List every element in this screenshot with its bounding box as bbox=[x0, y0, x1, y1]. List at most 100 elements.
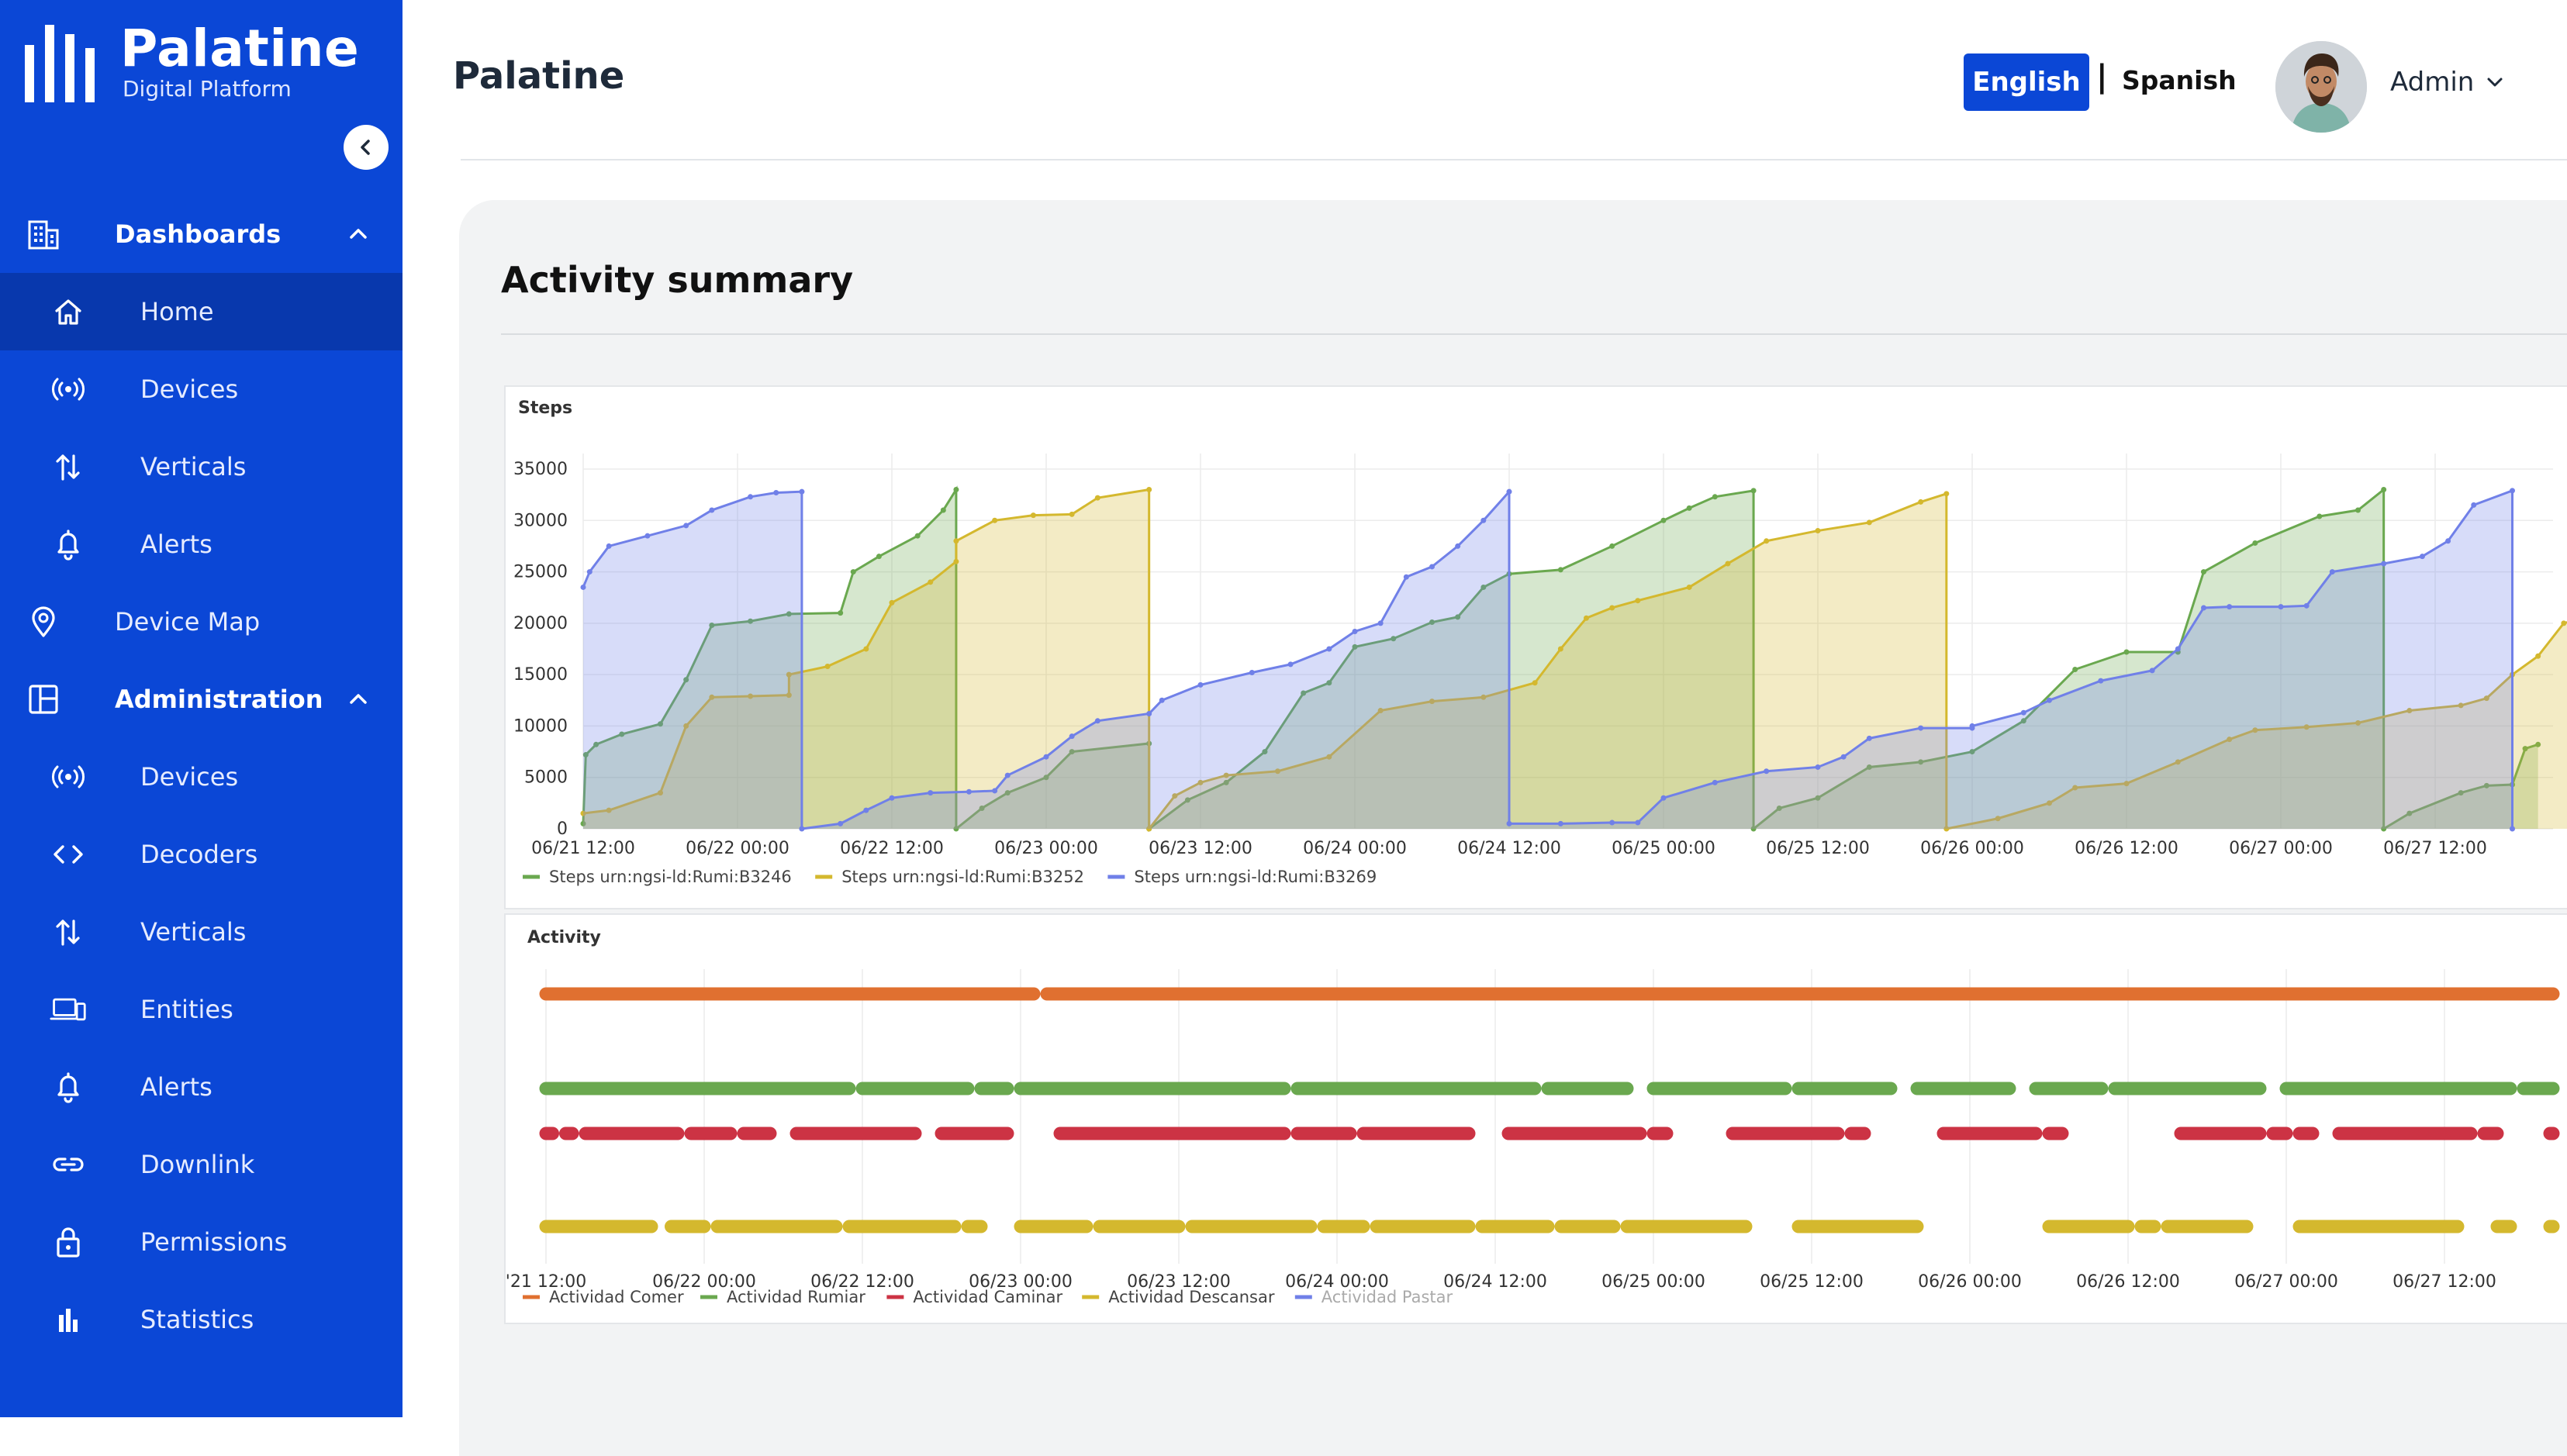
data-point bbox=[1969, 723, 1975, 729]
data-point bbox=[1391, 636, 1397, 642]
data-point bbox=[1094, 718, 1100, 724]
sidebar-item-label: Entities bbox=[140, 995, 233, 1024]
data-point bbox=[786, 611, 792, 617]
sidebar-item-decoders[interactable]: Decoders bbox=[0, 816, 402, 893]
broadcast-icon bbox=[50, 371, 87, 408]
data-point bbox=[580, 584, 586, 590]
sidebar-item-admin-verticals[interactable]: Verticals bbox=[0, 893, 402, 971]
data-point bbox=[1429, 564, 1435, 570]
data-point bbox=[1146, 826, 1152, 832]
nav-section-dashboards[interactable]: Dashboards bbox=[0, 195, 402, 273]
sidebar-item-device-map[interactable]: Device Map bbox=[0, 583, 402, 661]
bell-icon bbox=[50, 526, 87, 563]
x-tick-label: 06/25 00:00 bbox=[1601, 1272, 1705, 1292]
sidebar-item-devices[interactable]: Devices bbox=[0, 350, 402, 428]
data-point bbox=[1866, 764, 1872, 770]
data-point bbox=[1725, 561, 1731, 567]
arrows-updown-icon bbox=[50, 448, 87, 485]
x-tick-label: 06/22 00:00 bbox=[686, 839, 789, 858]
data-point bbox=[2419, 554, 2425, 560]
data-point bbox=[1480, 517, 1487, 523]
nav-section-label: Administration bbox=[115, 685, 323, 714]
data-point bbox=[2123, 649, 2130, 655]
data-point bbox=[2406, 810, 2413, 816]
data-point bbox=[1750, 826, 1757, 832]
data-point bbox=[709, 623, 715, 629]
data-point bbox=[1815, 528, 1821, 534]
sidebar-item-home[interactable]: Home bbox=[0, 273, 402, 350]
data-point bbox=[1262, 749, 1268, 755]
sidebar-item-label: Downlink bbox=[140, 1150, 255, 1179]
language-english-button[interactable]: English bbox=[1964, 53, 2089, 111]
data-point bbox=[2123, 781, 2130, 787]
sidebar-collapse-button[interactable] bbox=[344, 125, 389, 170]
data-point bbox=[1635, 819, 1641, 826]
data-point bbox=[1995, 816, 2001, 822]
data-point bbox=[2381, 487, 2387, 493]
data-point bbox=[953, 558, 959, 564]
data-point bbox=[1750, 488, 1757, 494]
data-point bbox=[863, 807, 869, 813]
sidebar-item-admin-alerts[interactable]: Alerts bbox=[0, 1048, 402, 1126]
nav-section-administration[interactable]: Administration bbox=[0, 661, 402, 738]
data-point bbox=[1184, 797, 1190, 803]
data-point bbox=[748, 494, 754, 500]
data-point bbox=[1197, 681, 1204, 688]
sidebar-item-downlink[interactable]: Downlink bbox=[0, 1126, 402, 1203]
sidebar-item-alerts[interactable]: Alerts bbox=[0, 505, 402, 583]
data-point bbox=[2047, 800, 2052, 806]
code-icon bbox=[50, 836, 87, 873]
avatar[interactable] bbox=[2275, 41, 2367, 133]
sidebar-item-admin-devices[interactable]: Devices bbox=[0, 738, 402, 816]
data-point bbox=[1557, 820, 1563, 826]
sidebar-item-statistics[interactable]: Statistics bbox=[0, 1281, 402, 1358]
data-point bbox=[2201, 569, 2206, 575]
broadcast-icon bbox=[50, 758, 87, 795]
data-point bbox=[1326, 680, 1332, 686]
sidebar-item-label: Statistics bbox=[140, 1305, 254, 1334]
data-point bbox=[786, 671, 792, 678]
sidebar-item-label: Permissions bbox=[140, 1227, 288, 1257]
data-point bbox=[2149, 668, 2155, 674]
data-point bbox=[2278, 604, 2284, 610]
data-point bbox=[1455, 543, 1461, 549]
y-tick-label: 20000 bbox=[513, 614, 568, 633]
data-point bbox=[580, 810, 586, 816]
data-point bbox=[2047, 697, 2052, 703]
data-point bbox=[606, 807, 612, 813]
data-point bbox=[786, 692, 792, 699]
palatine-logo-icon bbox=[25, 25, 95, 102]
data-point bbox=[850, 569, 856, 575]
sidebar-item-verticals[interactable]: Verticals bbox=[0, 428, 402, 505]
sidebar-item-label: Verticals bbox=[140, 452, 247, 481]
x-tick-label: 06/25 12:00 bbox=[1766, 839, 1870, 858]
data-point bbox=[876, 554, 882, 560]
sidebar-item-entities[interactable]: Entities bbox=[0, 971, 402, 1048]
user-menu[interactable]: Admin bbox=[2390, 67, 2505, 98]
grid bbox=[582, 454, 2553, 830]
legend-label: Actividad Descansar bbox=[1108, 1288, 1275, 1306]
map-pin-icon bbox=[25, 603, 62, 640]
x-tick-label: 06/26 12:00 bbox=[2076, 1272, 2180, 1292]
data-point bbox=[1660, 795, 1667, 801]
x-tick-label: 06/27 00:00 bbox=[2234, 1272, 2338, 1292]
data-point bbox=[1146, 711, 1152, 717]
data-point bbox=[2072, 785, 2078, 791]
data-point bbox=[992, 788, 998, 794]
section-divider bbox=[501, 333, 2567, 335]
data-point bbox=[2522, 746, 2528, 752]
x-tick-label: 06/27 12:00 bbox=[2393, 1272, 2496, 1292]
data-point bbox=[979, 805, 985, 811]
data-point bbox=[1223, 779, 1229, 785]
data-point bbox=[1275, 768, 1280, 775]
data-point bbox=[1352, 643, 1358, 650]
data-point bbox=[2355, 719, 2361, 726]
language-spanish-button[interactable]: Spanish bbox=[2122, 65, 2237, 95]
data-point bbox=[1532, 680, 1538, 686]
y-tick-label: 0 bbox=[557, 819, 568, 839]
sidebar-item-label: Device Map bbox=[115, 607, 261, 637]
chevron-down-icon bbox=[2487, 78, 2503, 87]
sidebar-item-permissions[interactable]: Permissions bbox=[0, 1203, 402, 1281]
legend-label: Actividad Pastar bbox=[1322, 1288, 1453, 1306]
legend-label: Steps urn:ngsi-ld:Rumi:B3269 bbox=[1134, 868, 1377, 886]
